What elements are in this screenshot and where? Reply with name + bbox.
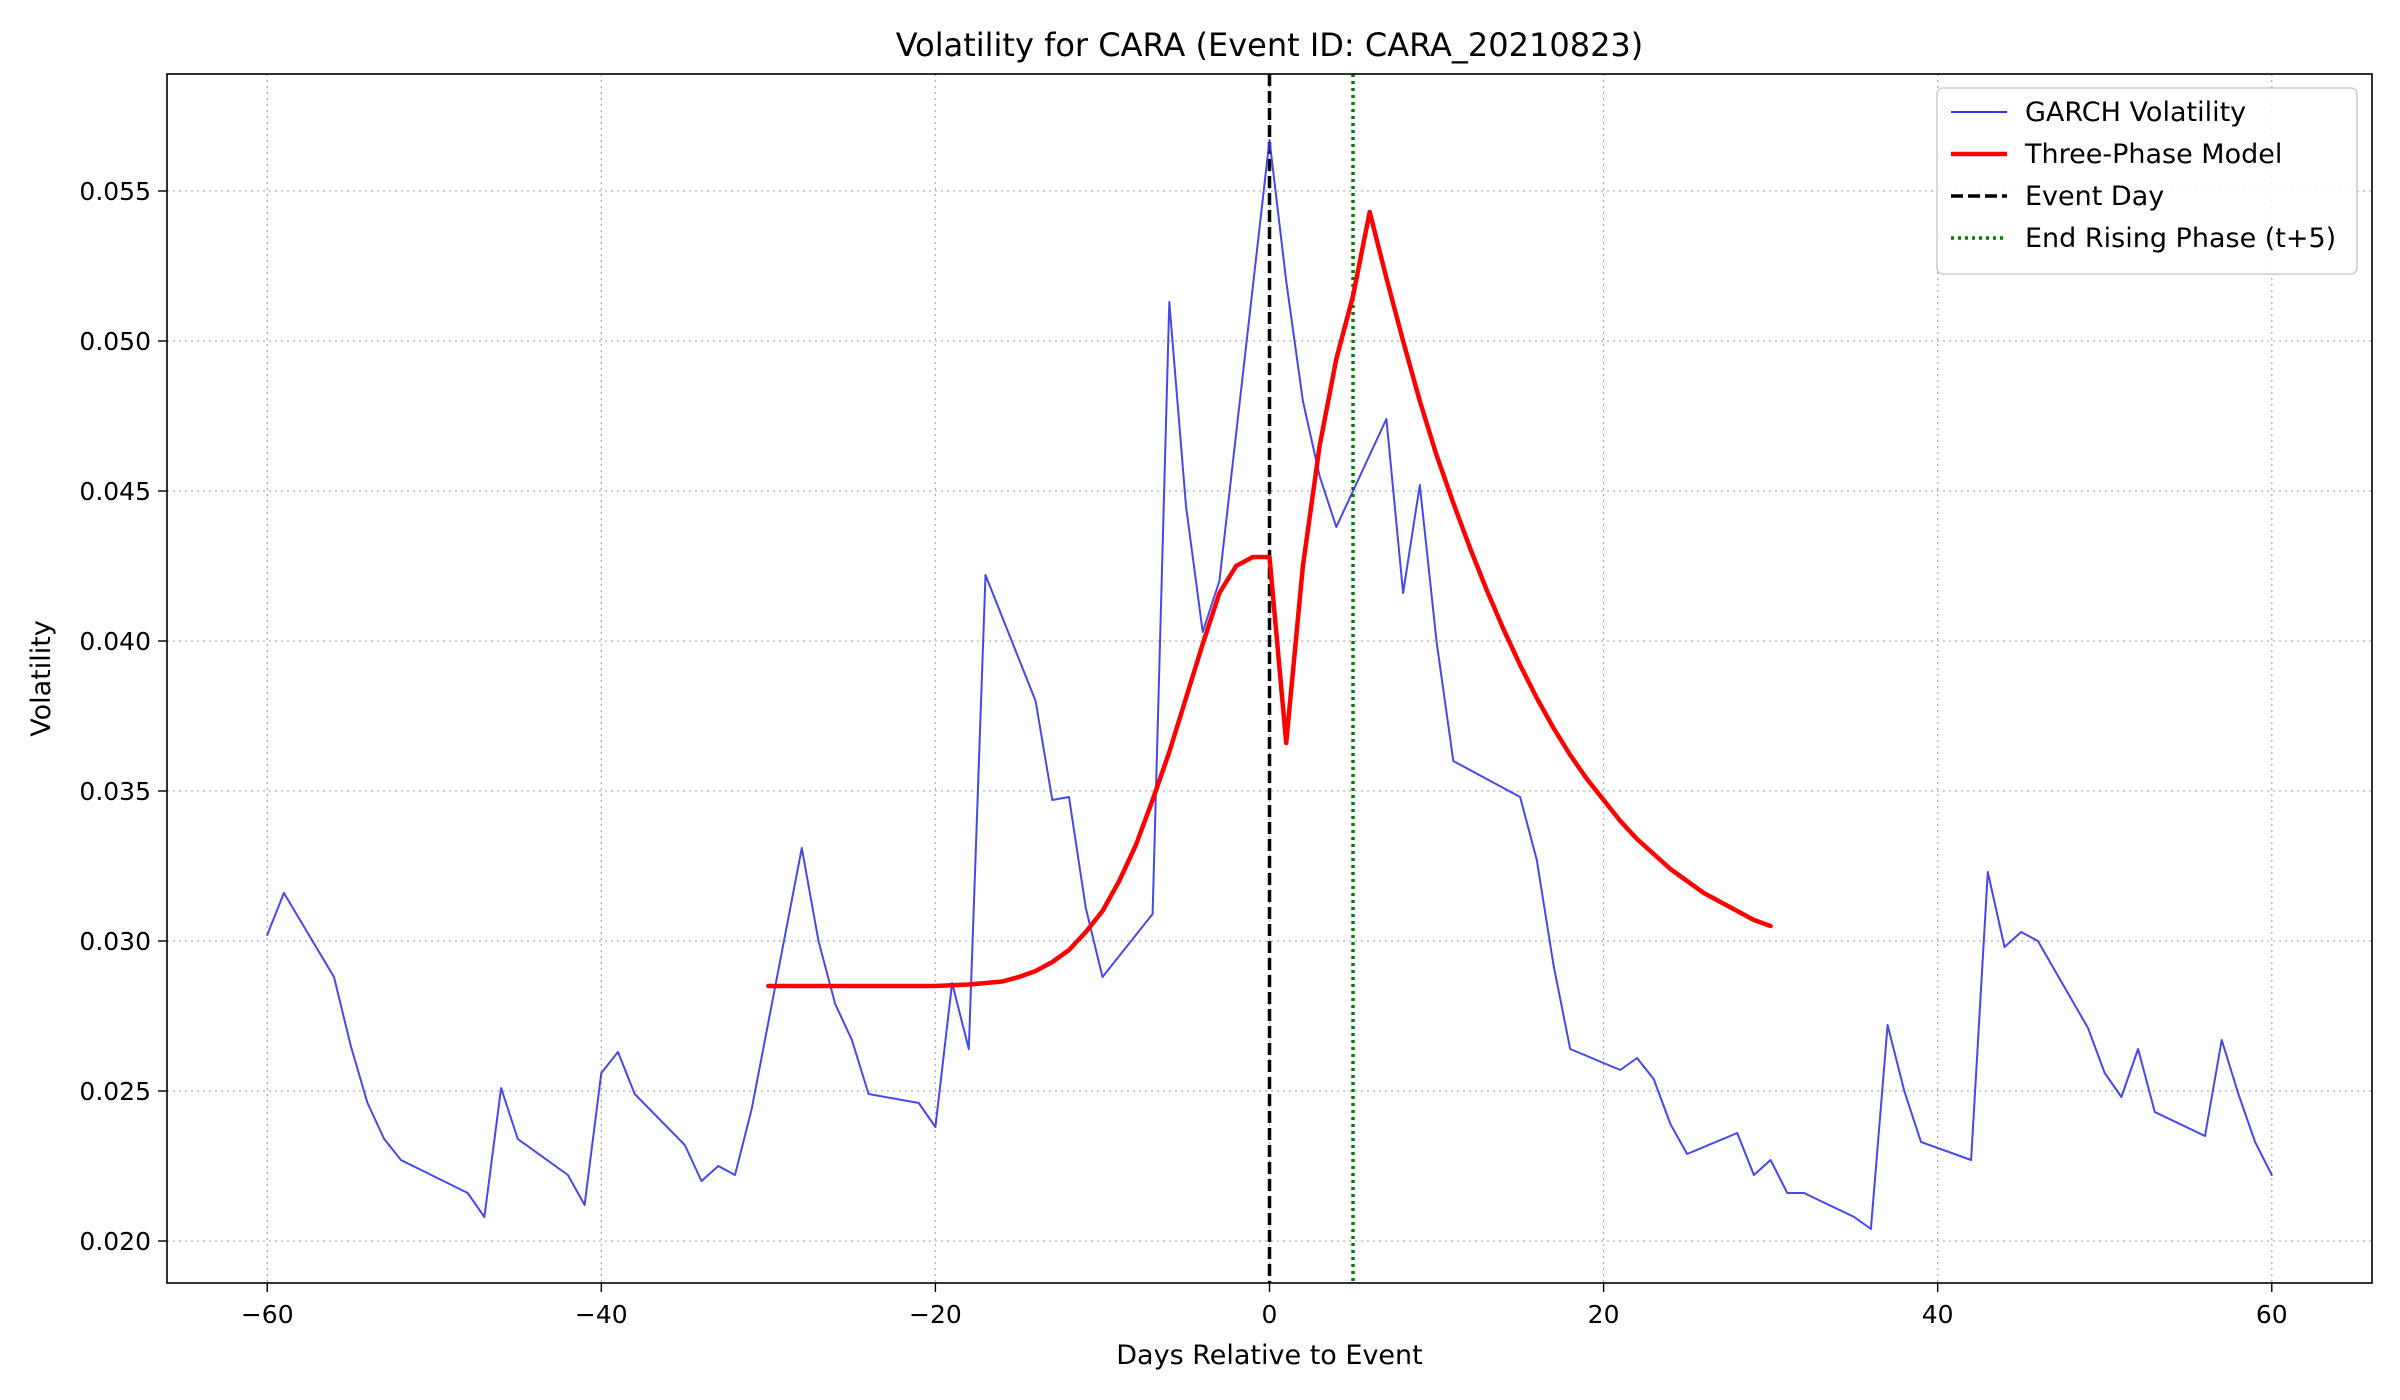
axis-ticks: −60 −40 −20 0 20 40 60 0.020 0.025 0.030 0.035 0.04… [79, 177, 2287, 1329]
y-tick-label: 0.050 [79, 327, 151, 356]
x-tick-label: 60 [2256, 1300, 2288, 1329]
chart-title: Volatility for CARA (Event ID: CARA_2021… [896, 26, 1644, 64]
legend-label: Three-Phase Model [2024, 139, 2282, 170]
vertical-markers [1267, 74, 1355, 1283]
x-tick-label: −20 [909, 1300, 962, 1329]
y-tick-label: 0.030 [79, 927, 151, 956]
legend-label: Event Day [2025, 181, 2164, 212]
y-tick-label: 0.020 [79, 1227, 151, 1256]
x-axis-label: Days Relative to Event [1116, 1340, 1422, 1371]
legend: GARCH Volatility Three-Phase Model Event D… [1936, 87, 2358, 275]
series-line-garch-volatility [266, 139, 2273, 1230]
legend-box [1936, 87, 2358, 275]
series-line-three-phase-model [766, 209, 1773, 989]
x-tick-label: −60 [241, 1300, 294, 1329]
series-lines [266, 139, 2273, 1230]
x-tick-label: −40 [575, 1300, 628, 1329]
y-tick-label: 0.045 [79, 477, 151, 506]
x-tick-label: 0 [1262, 1300, 1278, 1329]
y-tick-label: 0.040 [79, 627, 151, 656]
x-tick-label: 20 [1588, 1300, 1620, 1329]
y-tick-label: 0.035 [79, 777, 151, 806]
y-axis-label: Volatility [26, 620, 57, 737]
y-tick-label: 0.025 [79, 1077, 151, 1106]
y-tick-label: 0.055 [79, 177, 151, 206]
grid [167, 74, 2372, 1283]
legend-label: GARCH Volatility [2025, 97, 2246, 128]
x-tick-label: 40 [1922, 1300, 1954, 1329]
legend-label: End Rising Phase (t+5) [2025, 223, 2336, 254]
